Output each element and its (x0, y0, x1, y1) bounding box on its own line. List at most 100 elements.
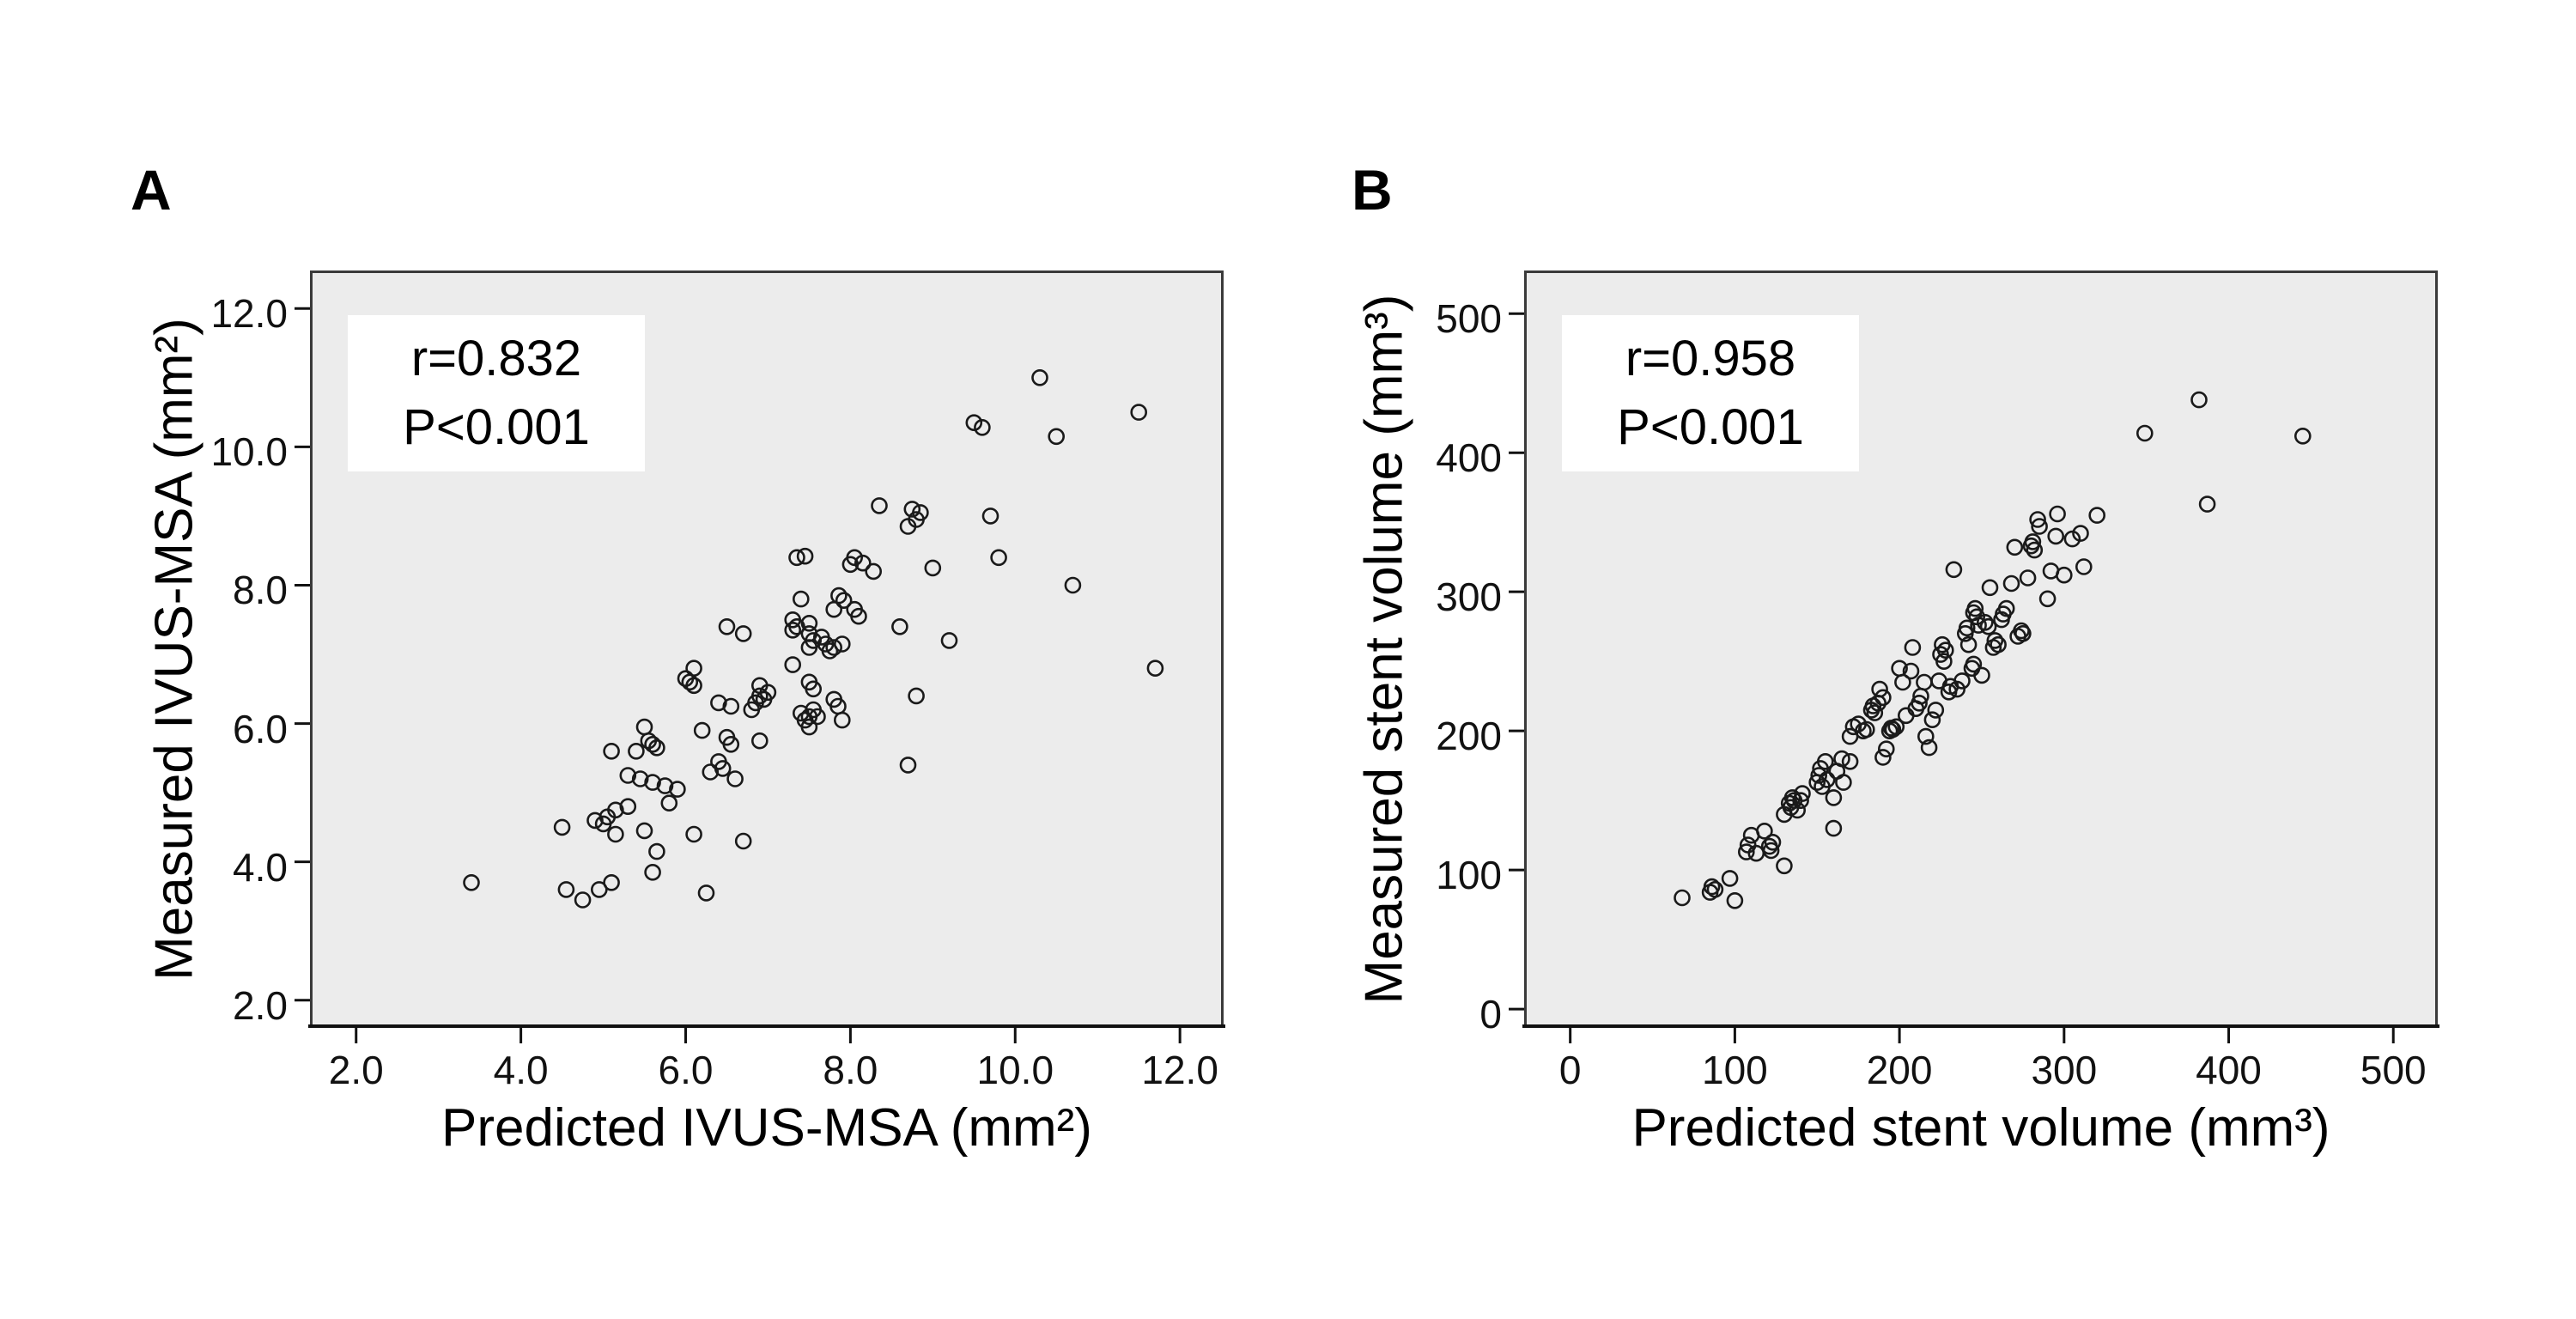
data-point (1756, 822, 1773, 840)
y-tick-label: 10.0 (210, 429, 288, 475)
data-point (1917, 727, 1935, 745)
y-tick-label: 6.0 (233, 706, 288, 751)
x-tick-label: 6.0 (658, 1048, 714, 1092)
data-point (940, 632, 958, 649)
panel-a-plot-area: r=0.832 P<0.001 2.0 4.0 6.0 8.0 10.0 12.0 2.0 4… (210, 270, 1225, 1090)
data-point (557, 881, 575, 898)
data-point (1976, 613, 1994, 631)
data-point (1764, 833, 1782, 851)
data-point (1920, 739, 1938, 757)
data-point (635, 718, 653, 736)
data-point (990, 549, 1007, 567)
data-point (1990, 635, 2007, 653)
data-point (660, 794, 678, 812)
data-point (903, 501, 921, 518)
data-point (644, 774, 661, 791)
data-point (800, 718, 818, 736)
x-tick-label: 4.0 (493, 1048, 549, 1092)
data-point (607, 801, 624, 819)
data-point (1902, 662, 1920, 680)
data-point (891, 617, 908, 635)
data-point (784, 656, 802, 673)
data-point (788, 617, 805, 635)
data-point (1877, 740, 1895, 758)
data-point (702, 763, 720, 781)
data-point (693, 721, 711, 739)
data-point (1874, 749, 1892, 766)
data-point (586, 811, 604, 830)
data-point (825, 639, 843, 656)
data-point (796, 547, 814, 565)
data-point (1794, 785, 1811, 802)
data-point (1981, 579, 1999, 597)
x-tick-label: 10.0 (976, 1048, 1054, 1092)
data-point (2006, 538, 2024, 556)
data-point (1871, 680, 1888, 698)
x-tick-label: 100 (1702, 1048, 1768, 1092)
data-point (2136, 424, 2154, 442)
data-point (1958, 619, 1976, 637)
data-point (1874, 689, 1892, 707)
panel-b-x-axis-title: Predicted stent volume (mm³) (1631, 1098, 2330, 1158)
data-point (1904, 639, 1922, 656)
data-point (2026, 541, 2044, 559)
data-point (1923, 711, 1941, 729)
data-point (631, 770, 649, 787)
data-point (1048, 428, 1066, 446)
data-point (846, 549, 864, 567)
data-point (1706, 880, 1724, 898)
data-point (1776, 857, 1793, 875)
y-tick-label: 100 (1436, 853, 1502, 898)
data-point (908, 687, 925, 705)
y-tick-label: 500 (1436, 296, 1502, 342)
data-point (981, 508, 999, 525)
data-point (800, 639, 818, 656)
panel-a-x-axis-title: Predicted IVUS-MSA (mm²) (441, 1098, 1092, 1158)
data-point (965, 414, 983, 431)
x-tick-label: 300 (2031, 1048, 2098, 1092)
data-point (722, 697, 740, 715)
data-point (1721, 870, 1739, 887)
y-tick-label: 400 (1436, 435, 1502, 481)
data-point (1894, 673, 1911, 691)
data-point (590, 881, 608, 898)
data-point (750, 732, 769, 750)
data-point (2029, 511, 2046, 528)
data-point (1841, 752, 1859, 770)
panel-b-annotation-box: r=0.958 P<0.001 (1562, 315, 1859, 471)
y-tick-label: 300 (1436, 574, 1502, 620)
data-point (1130, 404, 1148, 421)
data-point (607, 825, 624, 843)
data-point (619, 798, 637, 816)
data-point (1792, 792, 1809, 810)
data-point (1968, 608, 1986, 626)
data-point (871, 497, 888, 514)
data-point (656, 777, 674, 794)
data-point (2075, 558, 2093, 575)
data-point (669, 781, 686, 798)
data-point (648, 842, 665, 860)
data-point (1835, 774, 1852, 791)
data-point (553, 818, 571, 836)
data-point (1911, 694, 1928, 712)
data-point (2198, 495, 2216, 513)
data-point (788, 549, 805, 567)
data-point (899, 518, 917, 535)
panel-b-correlation-value: r=0.958 (1625, 330, 1796, 386)
data-point (1818, 771, 1836, 788)
data-point (1986, 632, 2004, 649)
data-point (2024, 533, 2042, 550)
data-point (1927, 702, 1945, 719)
y-tick-label: 0 (1479, 992, 1502, 1037)
data-point (1997, 599, 2015, 617)
data-point (821, 642, 839, 660)
y-tick-label: 4.0 (233, 844, 288, 890)
data-point (1866, 704, 1884, 721)
panel-a-letter: A (131, 158, 172, 222)
data-point (697, 884, 715, 902)
x-tick-label: 12.0 (1141, 1048, 1218, 1092)
data-point (1973, 666, 1990, 684)
data-point (830, 587, 848, 605)
panel-a-p-value: P<0.001 (403, 399, 590, 455)
data-point (685, 660, 702, 678)
